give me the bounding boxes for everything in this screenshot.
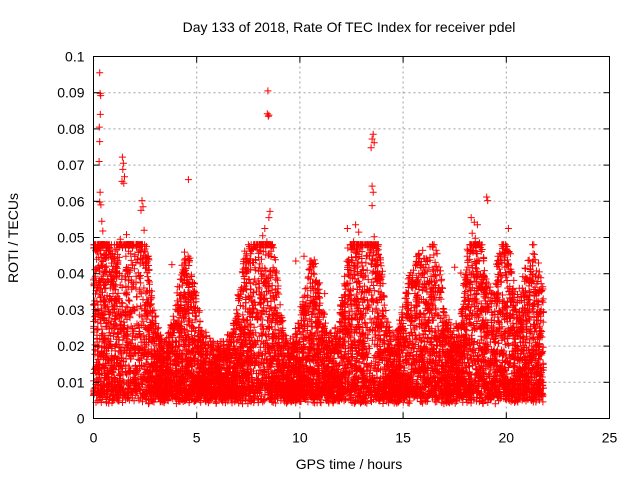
data-point <box>121 289 129 297</box>
data-point <box>122 303 130 311</box>
data-point <box>530 241 538 249</box>
data-point <box>437 295 445 303</box>
data-point <box>262 266 270 274</box>
data-point <box>169 312 177 320</box>
data-point <box>499 291 506 299</box>
data-points <box>90 69 547 408</box>
data-point <box>250 323 258 331</box>
data-point <box>196 317 204 325</box>
data-point <box>491 400 499 408</box>
data-point <box>315 285 323 293</box>
data-point <box>119 336 127 344</box>
data-point <box>366 315 374 323</box>
data-point <box>126 297 134 305</box>
data-point <box>370 282 378 289</box>
data-point <box>181 248 188 256</box>
data-point <box>362 259 370 267</box>
